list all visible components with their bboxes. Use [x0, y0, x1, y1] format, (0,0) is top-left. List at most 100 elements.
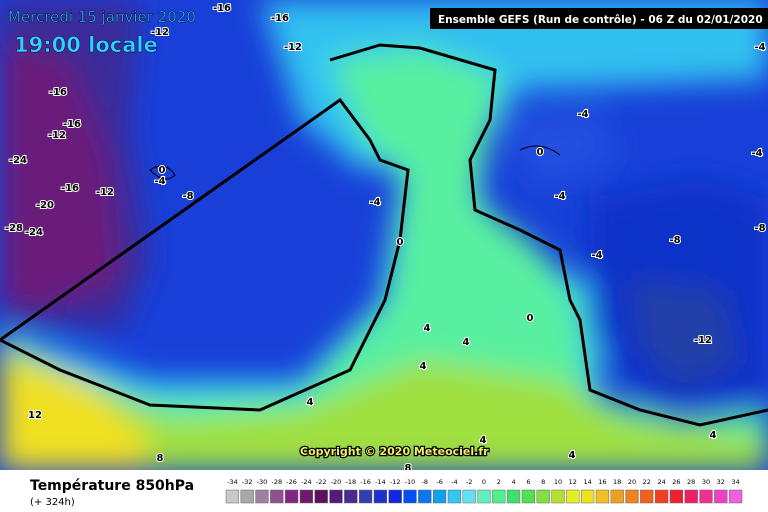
- contour-label: -4: [591, 250, 602, 261]
- contour-label: -4: [154, 176, 165, 187]
- legend-swatch: [536, 489, 550, 504]
- legend-swatch: [654, 489, 669, 504]
- legend-label: 10: [554, 478, 562, 486]
- contour-label: 4: [424, 323, 431, 334]
- contour-label: 4: [307, 397, 314, 408]
- contour-label: 0: [397, 237, 404, 248]
- contour-label: 4: [420, 361, 427, 372]
- legend-label: -26: [286, 478, 297, 486]
- legend-label: -24: [301, 478, 312, 486]
- legend-label: -12: [390, 478, 401, 486]
- legend-label: 14: [583, 478, 591, 486]
- contour-label: 8: [157, 453, 164, 464]
- legend-swatch: [358, 489, 373, 504]
- legend-label: 4: [512, 478, 516, 486]
- legend-swatch: [477, 489, 491, 504]
- contour-label: -16: [49, 87, 67, 98]
- contour-label: -16: [271, 13, 289, 24]
- legend-swatch: [447, 489, 462, 504]
- date-title: Mercredi 15 janvier 2020: [8, 8, 196, 26]
- legend-swatch: [388, 489, 402, 504]
- legend-swatch: [225, 489, 240, 504]
- legend-swatch: [462, 489, 476, 504]
- legend-label: -16: [360, 478, 371, 486]
- legend-label: 2: [497, 478, 501, 486]
- legend-label: -6: [436, 478, 442, 486]
- legend-swatch: [580, 489, 595, 504]
- contour-label: -8: [182, 191, 193, 202]
- contour-label: 8: [405, 463, 412, 474]
- legend-label: 24: [657, 478, 665, 486]
- legend-swatch: [314, 489, 328, 504]
- footer-lead: (+ 324h): [30, 497, 75, 508]
- time-title: 19:00 locale: [14, 33, 158, 57]
- legend-label: -10: [405, 478, 416, 486]
- legend-swatch: [610, 489, 624, 504]
- legend-swatch: [714, 489, 728, 504]
- legend-label: -4: [451, 478, 457, 486]
- legend-label: 6: [526, 478, 530, 486]
- legend-label: -2: [466, 478, 472, 486]
- contour-label: -12: [694, 335, 712, 346]
- legend-swatch: [432, 489, 447, 504]
- legend-label: 34: [731, 478, 739, 486]
- map-background: [0, 0, 768, 470]
- copyright: Copyright © 2020 Meteociel.fr: [300, 445, 489, 458]
- legend-swatch: [595, 489, 610, 504]
- legend-swatch: [669, 489, 684, 504]
- legend-swatch: [329, 489, 343, 504]
- legend-swatch: [684, 489, 698, 504]
- legend-swatch: [270, 489, 284, 504]
- legend-swatch: [418, 489, 432, 504]
- contour-label: -4: [754, 42, 765, 53]
- legend-label: -32: [242, 478, 253, 486]
- legend-label: 12: [569, 478, 577, 486]
- legend-label: 0: [482, 478, 486, 486]
- contour-label: -16: [213, 3, 231, 14]
- legend-swatch: [373, 489, 388, 504]
- legend-label: 8: [541, 478, 545, 486]
- legend-label: 32: [717, 478, 725, 486]
- contour-label: 4: [569, 450, 576, 461]
- legend-label: -30: [257, 478, 268, 486]
- legend-label: 18: [613, 478, 621, 486]
- legend-label: -18: [345, 478, 356, 486]
- contour-label: 0: [159, 165, 166, 176]
- legend-swatch: [506, 489, 521, 504]
- legend-label: 16: [598, 478, 606, 486]
- legend-swatch: [566, 489, 580, 504]
- legend-swatch: [521, 489, 536, 504]
- contour-label: 0: [527, 313, 534, 324]
- legend-swatch: [699, 489, 713, 504]
- legend-swatch: [492, 489, 506, 504]
- contour-label: -8: [754, 223, 765, 234]
- contour-label: -12: [151, 27, 169, 38]
- contour-label: -12: [284, 42, 302, 53]
- legend-label: 30: [702, 478, 710, 486]
- contour-label: -8: [669, 235, 680, 246]
- legend-label: -22: [316, 478, 327, 486]
- legend-swatch: [299, 489, 314, 504]
- legend-label: 28: [687, 478, 695, 486]
- legend-swatch: [640, 489, 654, 504]
- legend-swatch: [284, 489, 299, 504]
- contour-label: -28: [5, 223, 23, 234]
- contour-label: -12: [48, 130, 66, 141]
- legend-label: -8: [422, 478, 428, 486]
- contour-label: 12: [28, 410, 42, 421]
- contour-label: -16: [63, 119, 81, 130]
- footer-title: Température 850hPa: [30, 478, 194, 494]
- contour-label: -20: [36, 200, 54, 211]
- contour-label: -4: [369, 197, 380, 208]
- contour-label: 0: [537, 147, 544, 158]
- legend-label: -34: [227, 478, 238, 486]
- legend-label: -14: [375, 478, 386, 486]
- legend-swatch: [551, 489, 565, 504]
- legend-swatch: [344, 489, 358, 504]
- legend-label: -28: [271, 478, 282, 486]
- contour-label: -4: [577, 109, 588, 120]
- run-info: Ensemble GEFS (Run de contrôle) - 06 Z d…: [438, 14, 763, 26]
- contour-label: 4: [480, 435, 487, 446]
- contour-label: -24: [9, 155, 27, 166]
